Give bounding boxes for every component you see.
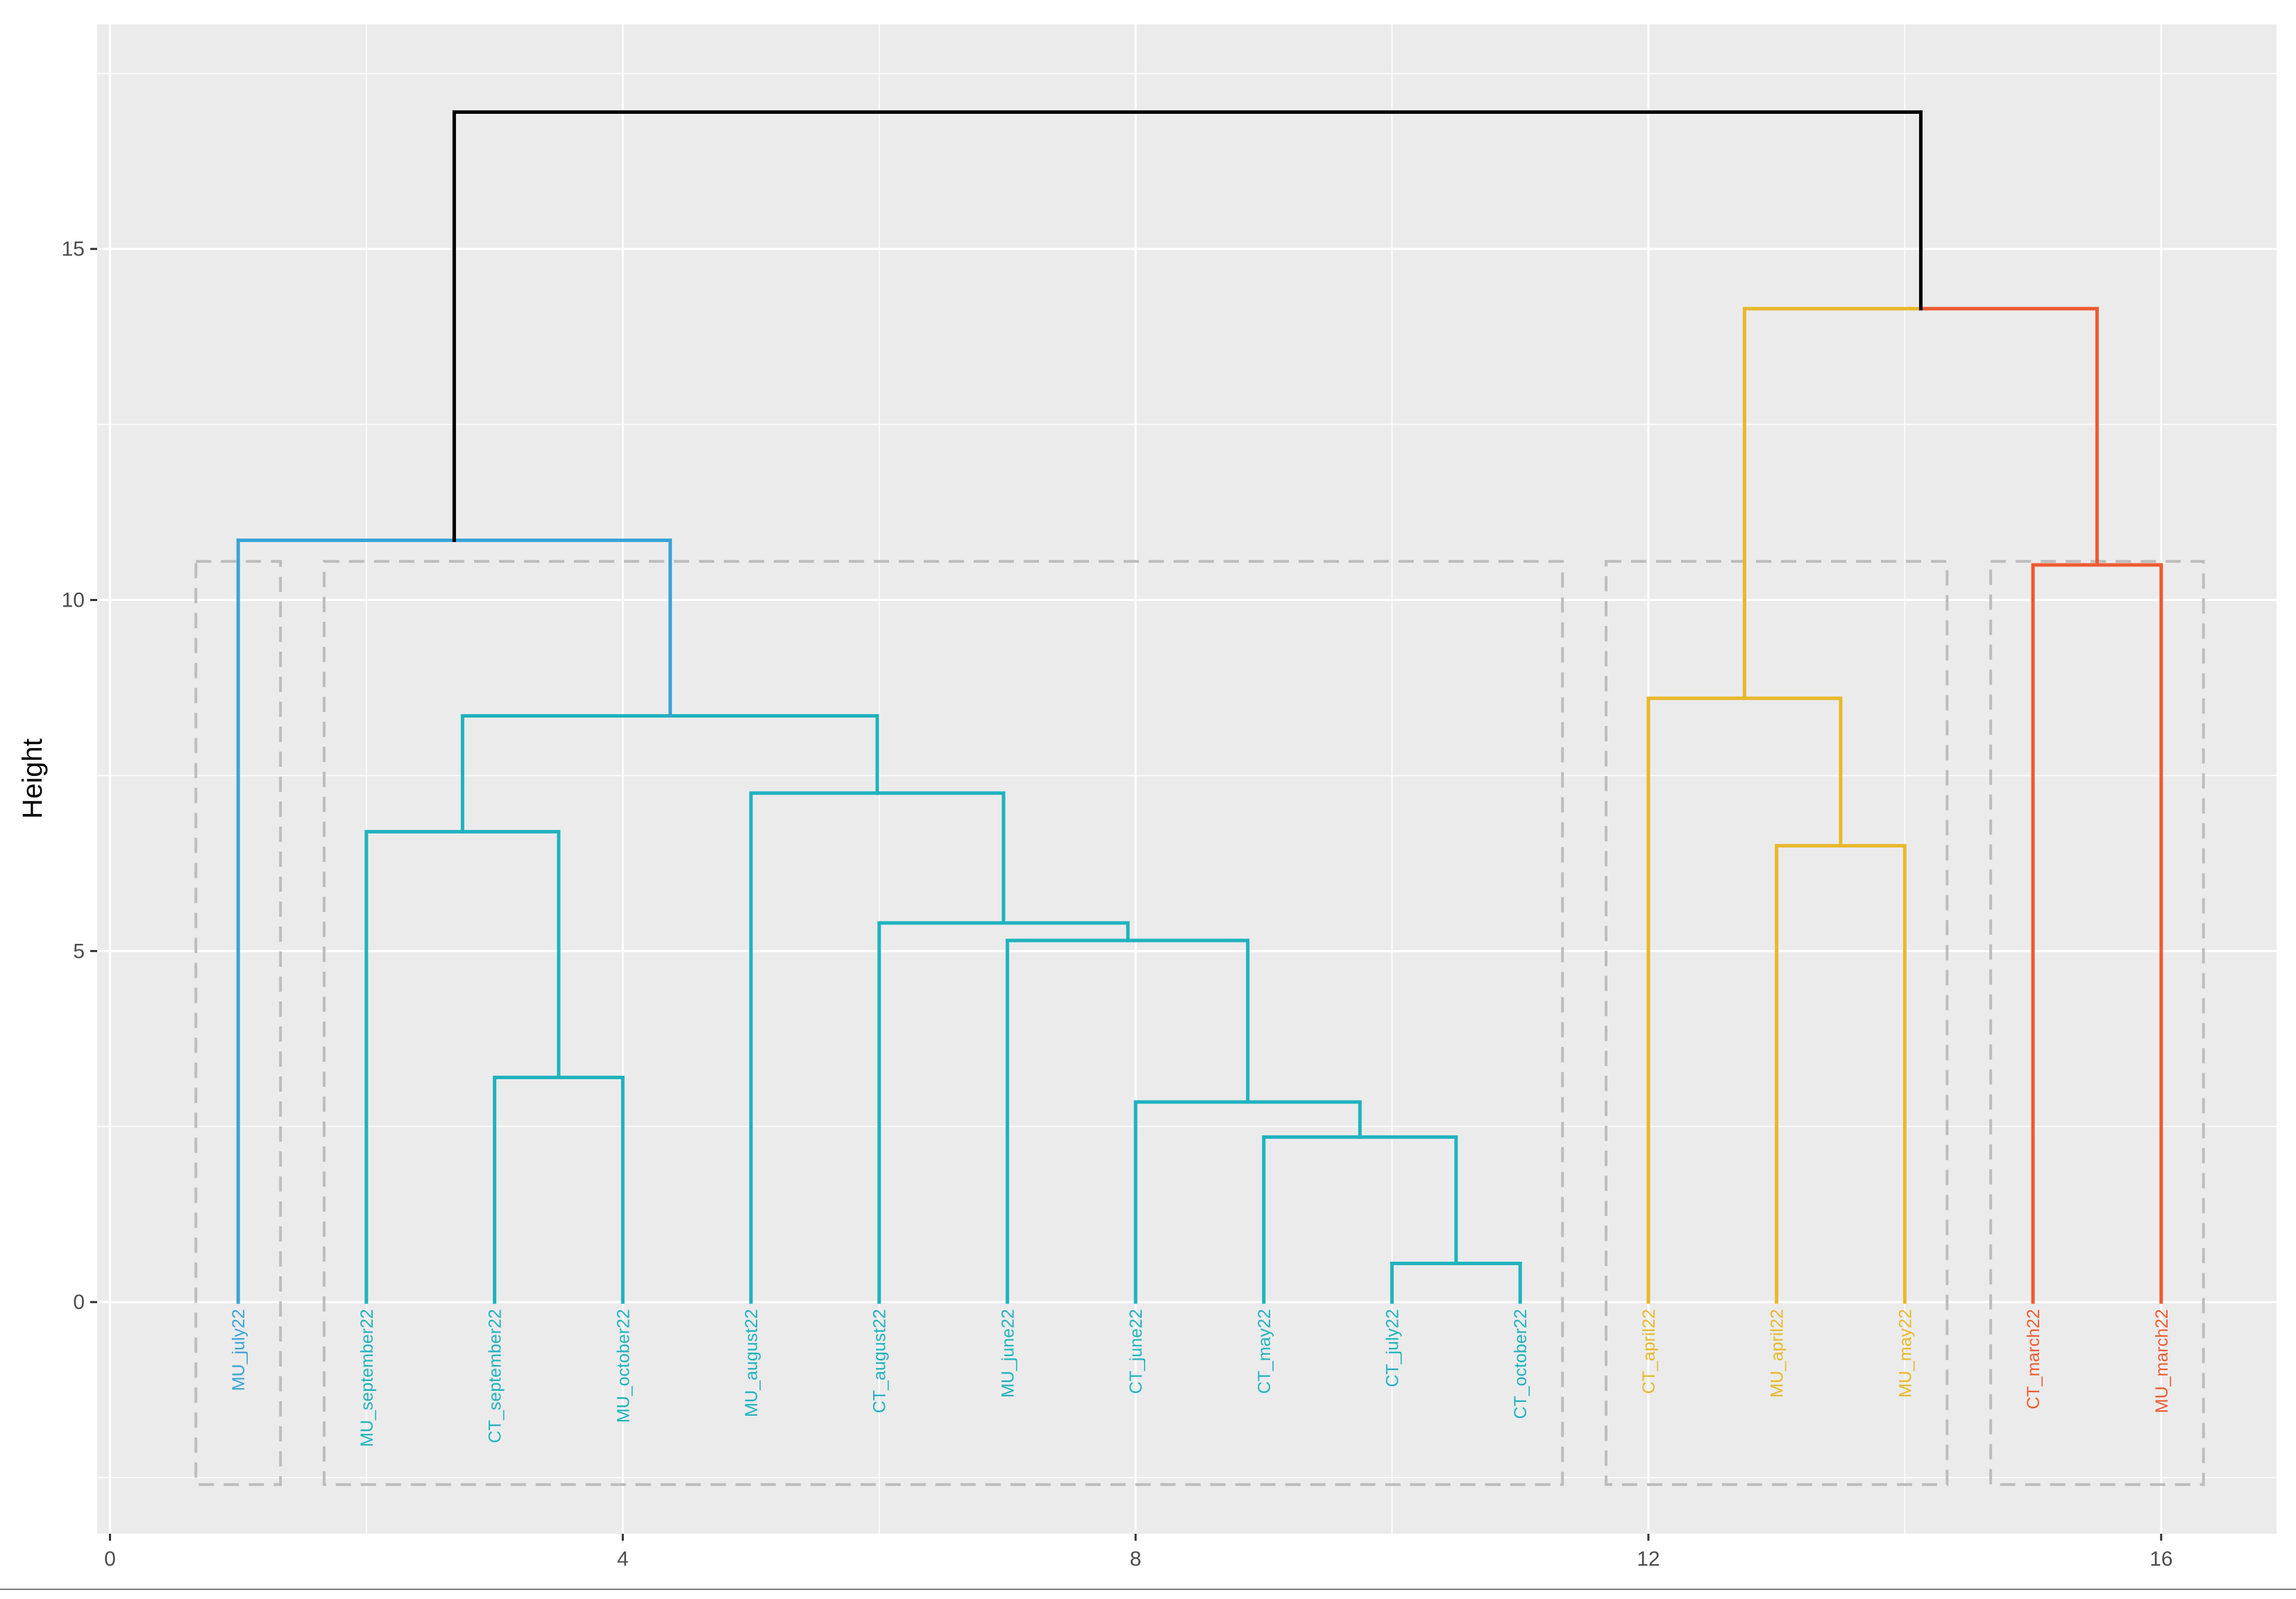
panel-background [97,24,2277,1534]
dendrogram-branch [236,539,456,1304]
leaf-label: CT_june22 [1126,1309,1146,1394]
dendrogram-branch [452,539,673,718]
dendrogram-branch [452,110,1190,543]
x-tick-label: 0 [104,1548,116,1571]
leaf-label: CT_may22 [1255,1309,1274,1394]
dendrogram-branch [1126,938,1250,1104]
dendrogram-branch [557,1075,625,1304]
dendrogram-branch [877,921,1006,1304]
dendrogram-branch [1262,1135,1362,1304]
dendrogram-branches [236,110,2163,1304]
axes: 0 5 10 15 0 4 8 12 16 [62,238,2173,1571]
dendrogram-branch [875,791,1006,925]
dendrogram-branch [1742,696,1843,848]
dendrogram-branch [749,791,879,1304]
cluster-rectangle [194,559,282,1487]
cluster-rectangle [1604,559,1949,1487]
dendrogram-branch [364,829,464,1304]
leaf-label: MU_april22 [1768,1309,1787,1398]
dendrogram-branch [1005,938,1130,1304]
x-tick-label: 16 [2150,1548,2172,1571]
dendrogram-branch [668,713,879,795]
leaf-label: CT_october22 [1511,1309,1530,1419]
x-tick-label: 4 [617,1548,629,1571]
dendrogram-branch [1133,1100,1250,1304]
y-tick-label: 5 [73,940,85,963]
leaf-labels: MU_july22 MU_september22 CT_september22 MU_… [229,1309,2172,1447]
dendrogram-branch [493,1075,561,1304]
leaf-label: CT_july22 [1383,1309,1403,1387]
dendrogram-branch [2031,563,2099,1304]
leaf-label: MU_august22 [742,1309,761,1417]
dendrogram-branch [1775,844,1843,1304]
dendrogram-branch [1742,307,1923,700]
dendrogram-branch [1358,1135,1458,1266]
leaf-label: MU_may22 [1896,1309,1915,1398]
dendrogram-branch [1839,844,1907,1304]
dendrogram-branch [460,829,561,1079]
dendrogram-branch [2095,563,2163,1304]
dendrogram-branch [1246,1100,1362,1139]
y-axis-title: Height [17,738,48,819]
leaf-label: MU_march22 [2152,1309,2172,1413]
leaf-label: CT_september22 [486,1309,505,1443]
leaf-label: MU_july22 [229,1309,248,1391]
leaf-label: MU_september22 [357,1309,377,1447]
leaf-label: CT_april22 [1639,1309,1659,1394]
dendrogram-branch [1185,110,1923,311]
leaf-label: MU_october22 [614,1309,633,1423]
dendrogram-branch [1454,1262,1522,1304]
leaf-label: MU_june22 [998,1309,1018,1398]
x-tick-label: 12 [1637,1548,1660,1571]
y-tick-label: 10 [62,589,85,612]
y-tick-label: 0 [73,1291,85,1314]
dendrogram-branch [1646,696,1746,1304]
dendrogram-branch [1002,921,1130,942]
cluster-rectangle [322,559,1564,1487]
dendrogram-branch [460,713,672,834]
dendrogram-branch [1918,307,2099,567]
leaf-label: CT_march22 [2024,1309,2043,1410]
leaf-label: CT_august22 [870,1309,890,1413]
x-tick-label: 8 [1130,1548,1142,1571]
y-tick-label: 15 [62,238,85,261]
dendrogram-branch [1390,1262,1458,1304]
